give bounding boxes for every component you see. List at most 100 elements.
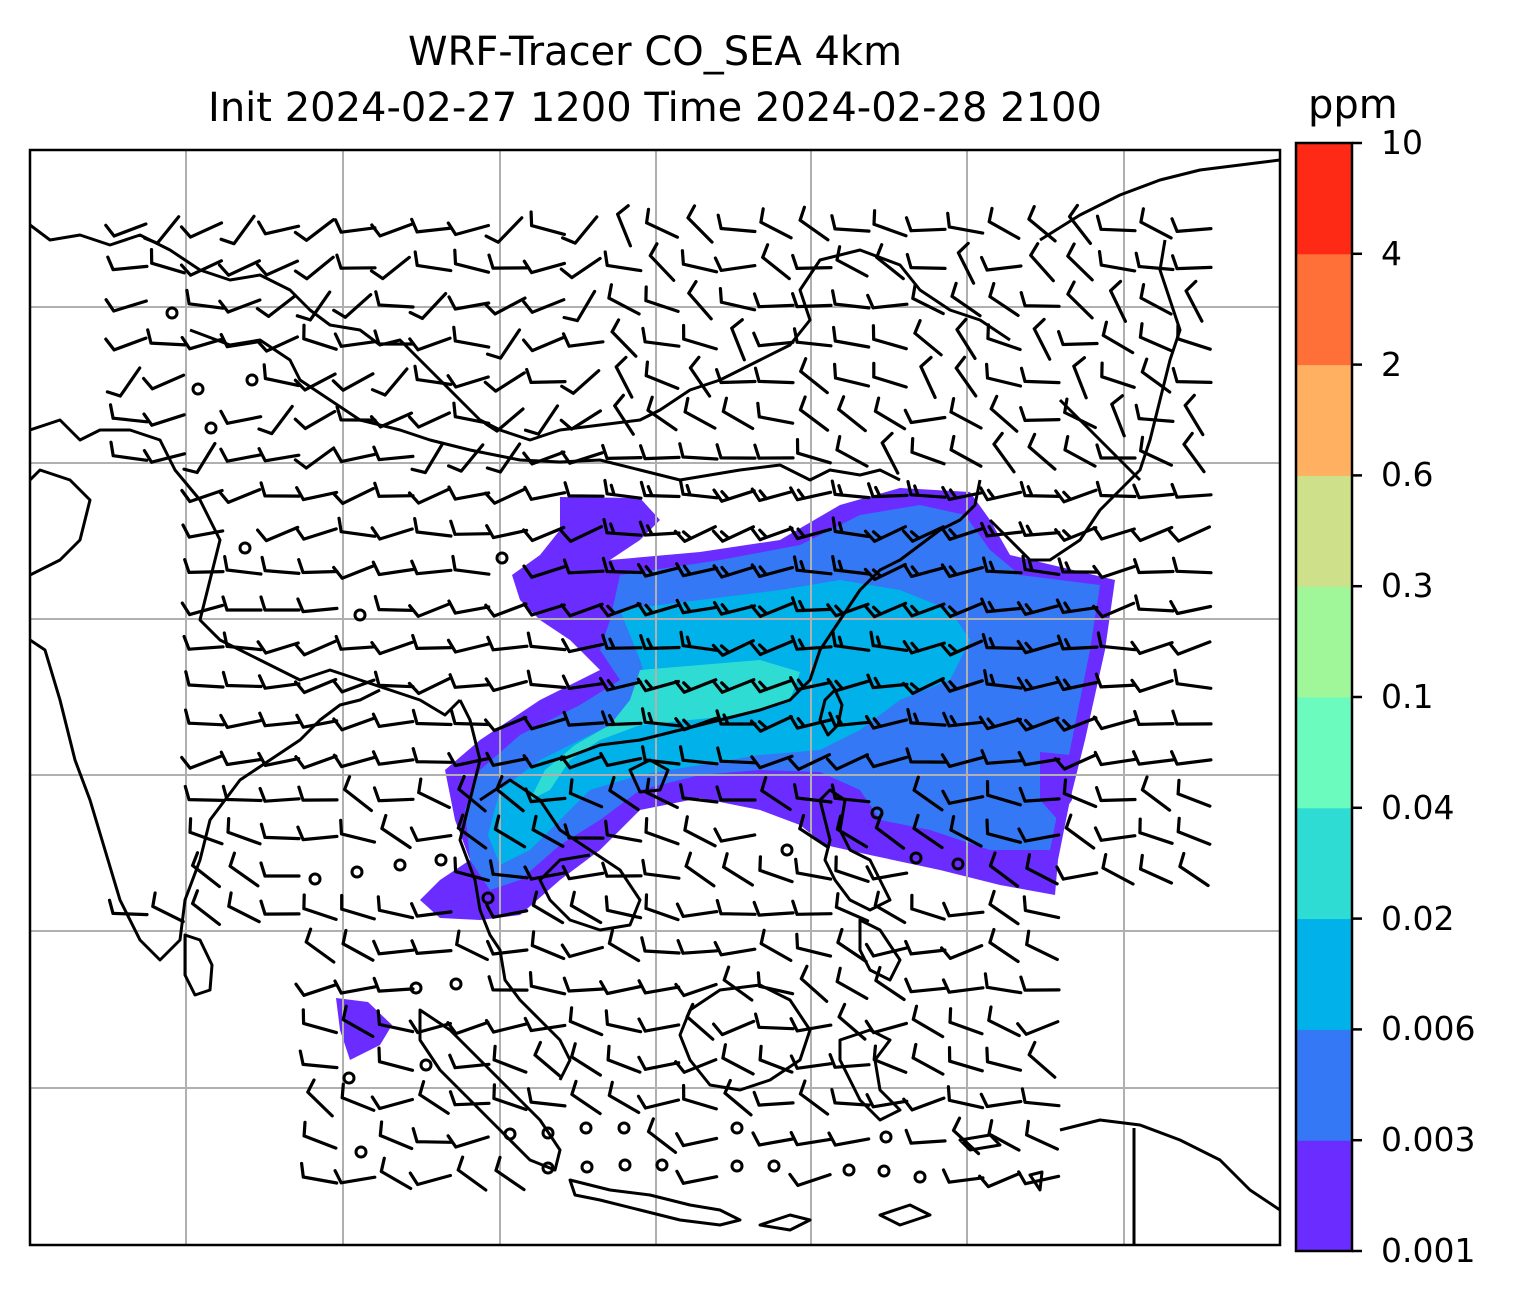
wind-barb <box>911 1042 945 1076</box>
wind-barb <box>293 218 336 242</box>
wind-barb <box>524 787 567 804</box>
wind-barb <box>1020 1087 1061 1108</box>
wind-barb <box>1171 366 1213 384</box>
wind-barb <box>217 259 261 277</box>
wind-barb <box>791 292 833 309</box>
wind-barb <box>448 1053 491 1070</box>
wind-barb <box>485 751 529 767</box>
wind-barb <box>455 929 489 962</box>
wind-barb <box>1100 361 1136 389</box>
wind-barb <box>372 976 415 993</box>
wind-barb <box>184 708 225 727</box>
wind-barb <box>371 560 415 577</box>
wind-barb <box>992 431 1016 474</box>
wind-barb <box>293 255 335 281</box>
wind-barb <box>954 355 978 398</box>
wind-barb <box>904 216 947 233</box>
wind-barb <box>372 939 415 956</box>
wind-barb <box>191 851 221 889</box>
wind-barb <box>1032 317 1052 361</box>
wind-barb <box>296 597 339 614</box>
wind-barb <box>604 1009 643 1034</box>
wind-barb <box>606 1044 642 1074</box>
wind-barb <box>559 525 603 543</box>
calm-wind-circle <box>730 1159 744 1173</box>
wind-barb <box>1016 1020 1060 1036</box>
wind-barb <box>636 562 681 578</box>
wind-barb <box>340 1082 376 1112</box>
calm-wind-circle <box>204 421 218 435</box>
calm-wind-circle <box>579 1121 593 1135</box>
wind-barb <box>410 217 453 234</box>
colorbar-band <box>1296 1140 1352 1252</box>
wind-barb <box>788 1172 832 1187</box>
wind-barb <box>1176 816 1212 846</box>
indochina-coast <box>458 699 642 1081</box>
wind-barb <box>912 813 944 850</box>
wind-barb <box>905 252 947 270</box>
wind-barb <box>675 598 719 615</box>
wind-barb <box>826 677 870 693</box>
calm-wind-circle <box>780 843 794 857</box>
wind-barb <box>302 893 338 921</box>
wind-barb <box>106 255 149 272</box>
wind-barb <box>750 602 794 618</box>
wind-barb <box>864 714 909 730</box>
wind-barb <box>798 814 830 849</box>
wind-barb <box>484 216 524 244</box>
wind-barb <box>370 1095 414 1111</box>
wind-barb <box>646 395 678 432</box>
wind-barb <box>831 555 871 576</box>
calm-wind-circle <box>655 1158 669 1172</box>
wind-barb <box>613 393 635 436</box>
wind-barb <box>792 555 833 576</box>
wind-barb <box>749 715 793 733</box>
wind-barb <box>675 1132 719 1148</box>
wind-barb <box>837 1002 867 1041</box>
wind-barb <box>1171 709 1213 726</box>
wind-barb <box>142 412 186 427</box>
wind-barb <box>715 443 757 460</box>
wind-barb <box>522 450 566 466</box>
wind-barb <box>1170 750 1213 766</box>
wind-barb <box>484 602 528 618</box>
wind-barb <box>483 487 527 505</box>
wind-barb <box>379 1156 413 1191</box>
wind-barb <box>713 941 757 957</box>
wind-barb <box>641 326 681 348</box>
calm-wind-circle <box>191 382 205 396</box>
wind-barb <box>716 746 757 765</box>
wind-barb <box>1132 483 1175 500</box>
wind-barb <box>610 318 638 358</box>
wind-barb <box>371 750 415 766</box>
wind-barb <box>108 403 149 424</box>
wind-barb <box>904 1128 947 1145</box>
wind-barb <box>902 563 946 578</box>
wind-barb <box>335 253 377 270</box>
calm-wind-circle <box>409 981 423 995</box>
wind-barb <box>563 823 605 840</box>
calm-wind-circle <box>393 858 407 872</box>
wind-barb <box>374 290 415 309</box>
wind-barb <box>378 1120 414 1151</box>
java <box>568 1178 742 1227</box>
wind-barb <box>456 813 488 850</box>
wind-barb <box>297 785 339 802</box>
wind-barb <box>370 526 414 541</box>
colorbar-tick-label: 0.003 <box>1381 1120 1476 1160</box>
calm-wind-circle <box>730 1121 744 1135</box>
wind-barb <box>570 1079 602 1116</box>
wind-barb <box>682 1083 718 1111</box>
wind-barb <box>750 563 794 578</box>
wind-barb <box>723 1078 753 1117</box>
wind-barb <box>798 1079 830 1116</box>
wind-barb <box>942 901 985 918</box>
wind-barb <box>332 716 376 732</box>
wind-barb <box>218 298 262 314</box>
wind-barb <box>180 335 224 351</box>
wind-barb <box>949 397 983 430</box>
wind-barb <box>798 205 830 242</box>
wind-barb <box>758 855 794 884</box>
wind-barb <box>981 633 1023 650</box>
wind-barb <box>484 715 528 733</box>
